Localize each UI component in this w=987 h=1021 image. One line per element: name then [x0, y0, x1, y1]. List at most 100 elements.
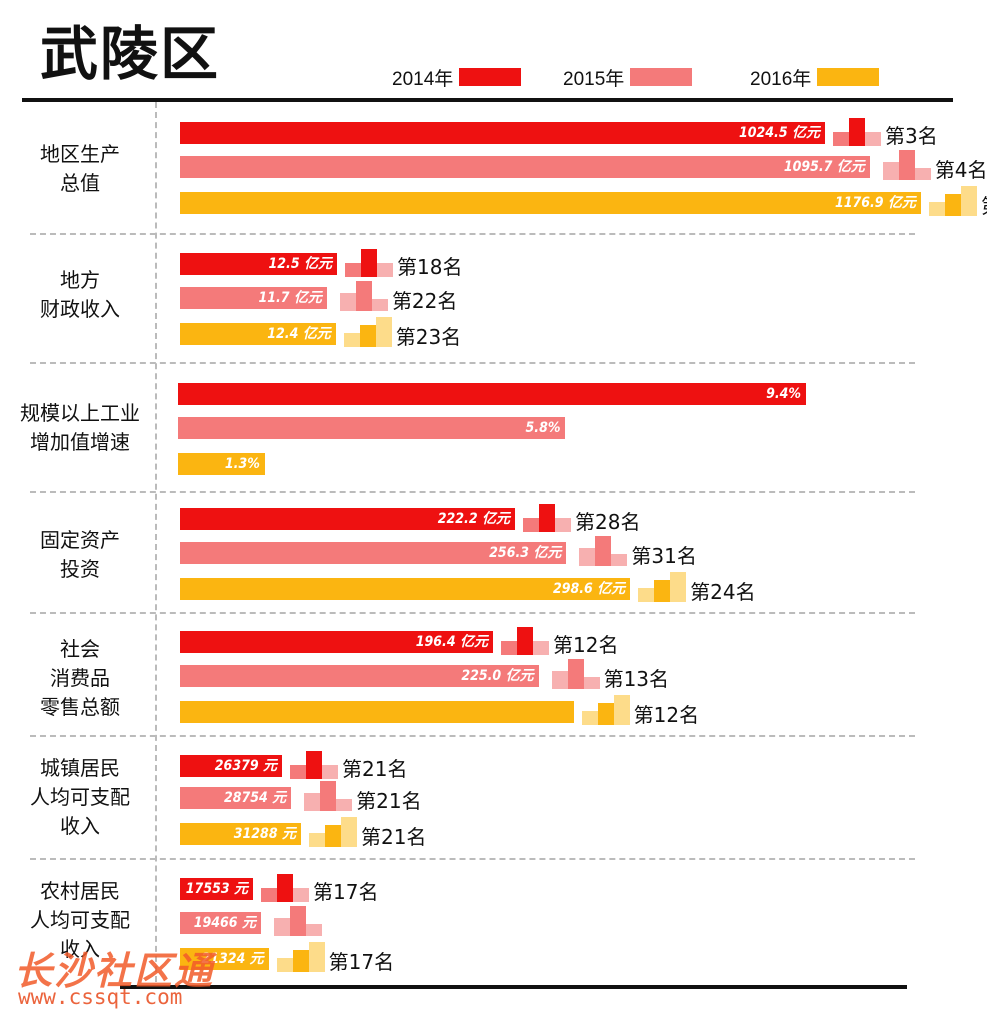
- rank-icon-bar: [371, 299, 388, 311]
- bar-value-label: 9.4%: [766, 386, 801, 402]
- watermark-logo: 长沙社区通: [14, 949, 215, 993]
- rank-icon-bar: [555, 518, 571, 532]
- bottom-rule: [120, 985, 907, 989]
- bar-value-label: 1095.7 亿元: [783, 159, 865, 175]
- rank-icon-bar: [290, 765, 306, 779]
- rank-label: 第21名: [356, 789, 422, 813]
- rank-bars-icon: [551, 659, 600, 689]
- category-label-line: 增加值增速: [30, 430, 130, 454]
- rank-icon-bar: [345, 263, 361, 277]
- category-label-line: 固定资产: [40, 528, 120, 552]
- rank-icon-bar: [567, 659, 584, 689]
- bar-value-label: 1.3%: [224, 456, 260, 472]
- category-label: 固定资产 投资: [0, 526, 160, 584]
- rank-label: 第23名: [395, 325, 462, 349]
- rank-icon-bar: [324, 825, 341, 847]
- rank-icon-bar: [261, 888, 277, 902]
- bar-value-label: 1176.9 亿元: [834, 195, 916, 211]
- rank-icon-bar: [914, 168, 931, 180]
- legend-swatch: [630, 68, 693, 86]
- bar: 21324 元: [180, 948, 269, 970]
- rank-label: 第17名: [313, 880, 379, 904]
- top-rule: [22, 98, 953, 102]
- category-label: 社会 消费品 零售总额: [0, 635, 160, 722]
- rank-bars-icon: [928, 186, 977, 216]
- group-separator: [30, 858, 915, 860]
- rank-icon-bar: [292, 950, 309, 972]
- category-label-line: 人均可支配: [30, 784, 130, 809]
- rank-icon-bar: [638, 588, 655, 602]
- bar: 17553 元: [180, 878, 253, 900]
- bar-value-label: 298.6 亿元: [552, 581, 626, 597]
- rank-icon-bar: [654, 580, 671, 602]
- group-separator: [30, 735, 915, 737]
- bar-value-label: 26379 元: [214, 758, 277, 774]
- category-label-line: 人均可支配: [30, 907, 130, 932]
- rank-bars-icon: [304, 781, 353, 811]
- page-title: 武陵区: [40, 20, 221, 88]
- rank-label: 第21名: [360, 825, 427, 849]
- rank-icon-bar: [322, 765, 338, 779]
- rank-icon-bar: [523, 518, 539, 532]
- rank-icon-bar: [361, 249, 377, 277]
- rank-label: 第28名: [575, 510, 641, 534]
- bar-value-label: 31288 元: [233, 826, 296, 842]
- rank-icon-bar: [304, 793, 321, 811]
- group-separator: [30, 612, 915, 614]
- rank-label: 第24名: [690, 580, 756, 604]
- rank-icon-bar: [849, 118, 865, 146]
- bar: 12.4 亿元: [180, 323, 336, 345]
- rank-icon-bar: [670, 572, 687, 602]
- rank-icon-bar: [276, 958, 293, 972]
- rank-bars-icon: [343, 317, 392, 347]
- bar-value-label: 196.4 亿元: [415, 634, 488, 650]
- rank-icon-bar: [306, 751, 322, 779]
- bar-value-label: 256.3 亿元: [489, 545, 562, 561]
- legend-label: 2014年: [392, 68, 454, 90]
- rank-bars-icon: [345, 247, 393, 277]
- rank-bars-icon: [261, 872, 309, 902]
- bar-value-label: 11.7 亿元: [258, 290, 322, 306]
- rank-bars-icon: [638, 572, 687, 602]
- rank-icon-bar: [277, 874, 293, 902]
- rank-bars-icon: [882, 150, 931, 180]
- bar: 1095.7 亿元: [180, 156, 870, 178]
- bar-value-label: 17553 元: [185, 881, 248, 897]
- bar: 256.3 亿元: [180, 542, 567, 564]
- legend-label: 2015年: [563, 68, 625, 90]
- rank-icon-bar: [355, 281, 372, 311]
- group-separator: [30, 233, 915, 235]
- category-label: 城镇居民人均可支配收入: [0, 754, 160, 841]
- category-label-line: 地区生产: [40, 142, 120, 166]
- category-label-line: 城镇居民: [40, 755, 120, 780]
- rank-icon-bar: [597, 703, 614, 725]
- rank-icon-bar: [865, 132, 881, 146]
- rank-label: 第12名: [553, 633, 619, 657]
- bar: 9.4%: [178, 383, 806, 405]
- watermark-url: www.cssqt.com: [18, 985, 183, 1009]
- rank-bars-icon: [273, 906, 322, 936]
- rank-icon-bar: [613, 695, 630, 725]
- bar: 1176.9 亿元: [180, 192, 921, 214]
- category-label-line: 收入: [60, 813, 100, 838]
- category-label: 农村居民 人均可支配 收入: [0, 877, 160, 964]
- rank-bars-icon: [290, 749, 338, 779]
- bar: 1.3%: [178, 453, 265, 475]
- bar-value-label: 12.4 亿元: [267, 326, 331, 342]
- bar-value-label: 5.8%: [525, 420, 561, 436]
- rank-label: 第4名: [981, 194, 987, 218]
- category-label: 地方 财政收入: [0, 266, 160, 324]
- bar: 26379 元: [180, 755, 282, 777]
- rank-icon-bar: [551, 671, 568, 689]
- rank-bars-icon: [581, 695, 630, 725]
- rank-label: 第4名: [934, 158, 987, 182]
- bar-value-label: 28754 元: [223, 790, 287, 806]
- category-label-line: 社会: [60, 636, 100, 661]
- rank-icon-bar: [533, 641, 549, 655]
- rank-label: 第17名: [328, 950, 395, 974]
- rank-label: 第13名: [603, 667, 670, 691]
- rank-label: 第31名: [631, 544, 697, 568]
- legend-item-2015: 2015年: [563, 64, 693, 90]
- rank-icon-bar: [308, 942, 325, 972]
- rank-icon-bar: [898, 150, 915, 180]
